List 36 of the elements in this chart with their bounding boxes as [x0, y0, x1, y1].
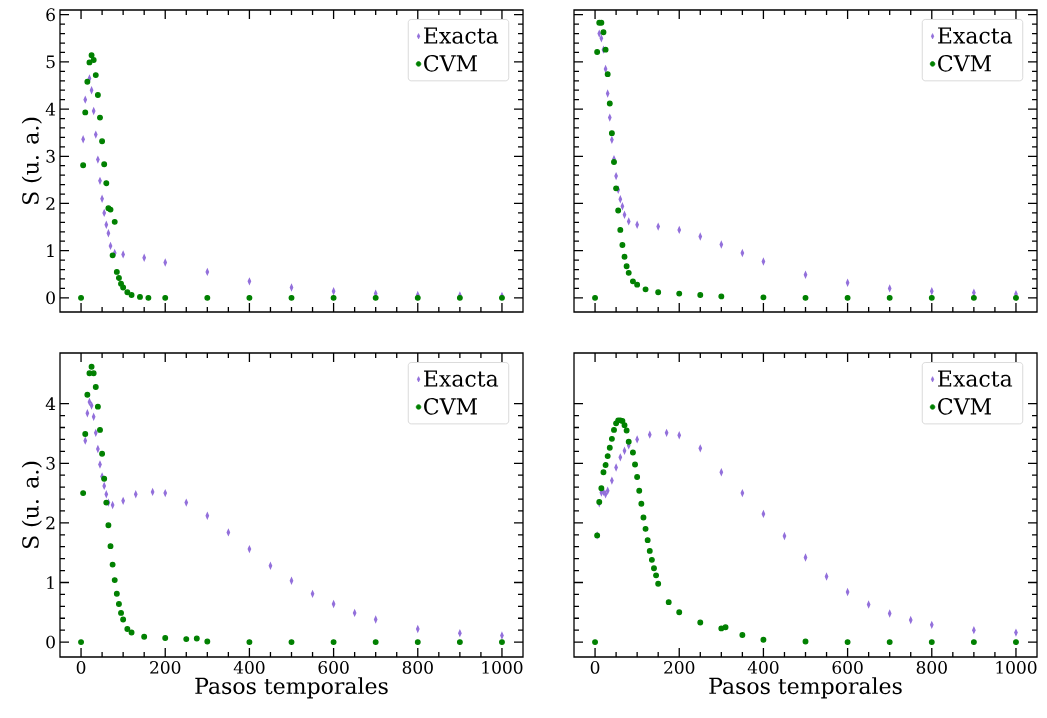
legend-label: Exacta: [938, 370, 1013, 387]
x-tick-label: 600: [832, 660, 863, 674]
x-tick-label: 0: [76, 660, 86, 674]
y-axis-title: S (u. a.): [21, 117, 42, 205]
y-tick-label: 0: [46, 635, 55, 649]
y-tick-label: 3: [46, 456, 55, 470]
y-tick-label: 3: [46, 149, 55, 163]
legend-label: Exacta: [938, 27, 1013, 44]
y-tick-label: 4: [45, 397, 56, 410]
x-tick-label: 800: [402, 660, 433, 674]
y-tick-label: 0: [46, 291, 55, 305]
legend-label: CVM: [424, 398, 477, 415]
y-tick-label: 2: [46, 197, 55, 210]
y-tick-label: 4: [45, 102, 56, 116]
x-tick-label: 1000: [996, 660, 1037, 674]
y-tick-label: 5: [46, 55, 55, 69]
y-tick-label: 1: [47, 244, 54, 257]
x-tick-label: 800: [916, 660, 947, 674]
x-tick-label: 200: [150, 660, 181, 674]
x-axis-title: Pasos temporales: [709, 677, 902, 699]
x-tick-label: 400: [233, 660, 265, 674]
y-axis-title: S (u. a.): [21, 461, 42, 549]
y-tick-label: 6: [46, 8, 55, 22]
legend-label: CVM: [938, 398, 991, 415]
x-tick-label: 1000: [482, 660, 523, 674]
x-axis-title: Pasos temporales: [195, 677, 388, 699]
x-tick-label: 600: [318, 660, 349, 674]
legend-label: Exacta: [424, 27, 499, 44]
legend-label: CVM: [938, 55, 991, 72]
legend-label: Exacta: [424, 370, 499, 387]
x-tick-label: 0: [590, 660, 600, 674]
x-tick-label: 400: [747, 660, 779, 674]
legend-label: CVM: [424, 55, 477, 72]
y-tick-label: 1: [47, 576, 54, 589]
y-tick-label: 2: [46, 516, 55, 530]
x-tick-label: 200: [664, 660, 695, 674]
